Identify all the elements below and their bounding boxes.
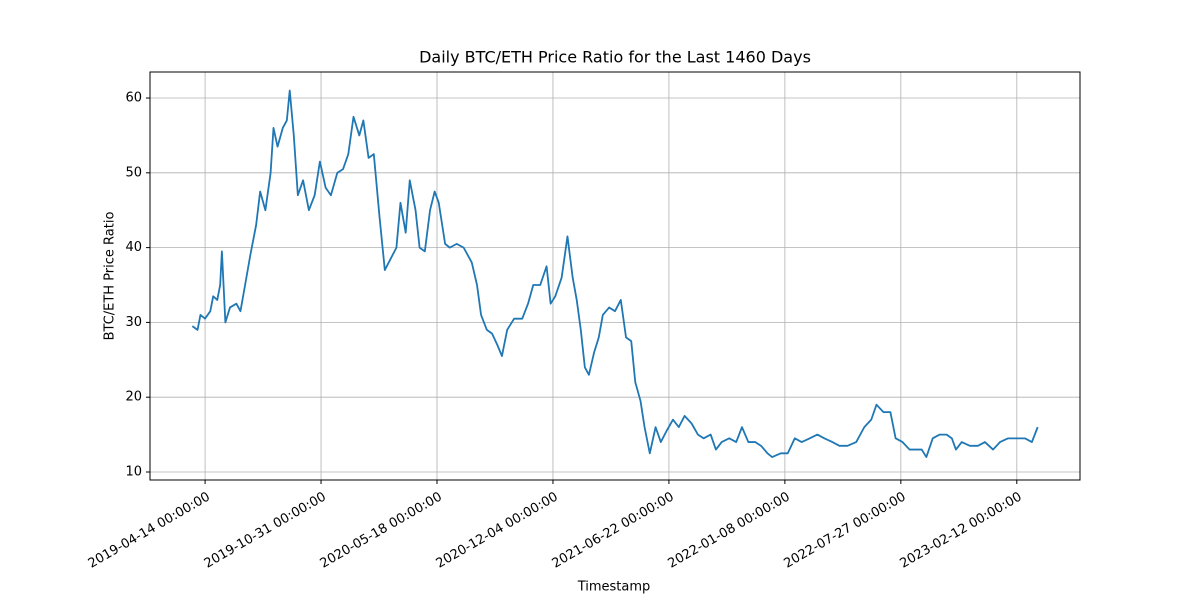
x-tick-label: 2023-02-12 00:00:00 xyxy=(897,490,1024,572)
plot-area xyxy=(191,89,1039,458)
x-axis-label: Timestamp xyxy=(577,580,651,595)
axes-frame xyxy=(149,71,1081,481)
y-tick-label: 20 xyxy=(125,390,142,405)
x-tick-label: 2019-04-14 00:00:00 xyxy=(86,490,213,572)
y-tick-label: 60 xyxy=(125,91,142,106)
y-tick-label: 30 xyxy=(125,315,142,330)
y-tick-label: 40 xyxy=(125,240,142,255)
chart-title: Daily BTC/ETH Price Ratio for the Last 1… xyxy=(419,48,811,67)
y-tick-label: 10 xyxy=(125,464,142,479)
y-tick-label: 50 xyxy=(125,165,142,180)
x-tick-label: 2022-07-27 00:00:00 xyxy=(782,490,909,572)
y-axis-label: BTC/ETH Price Ratio xyxy=(103,212,118,341)
x-tick-label: 2019-10-31 00:00:00 xyxy=(202,490,329,572)
price-ratio-line xyxy=(191,89,1039,458)
x-tick-label: 2020-05-18 00:00:00 xyxy=(318,490,445,572)
x-tick-label: 2020-12-04 00:00:00 xyxy=(434,490,561,572)
x-tick-label: 2022-01-08 00:00:00 xyxy=(666,490,793,572)
grid xyxy=(150,72,1080,480)
x-tick-label: 2021-06-22 00:00:00 xyxy=(550,490,677,572)
